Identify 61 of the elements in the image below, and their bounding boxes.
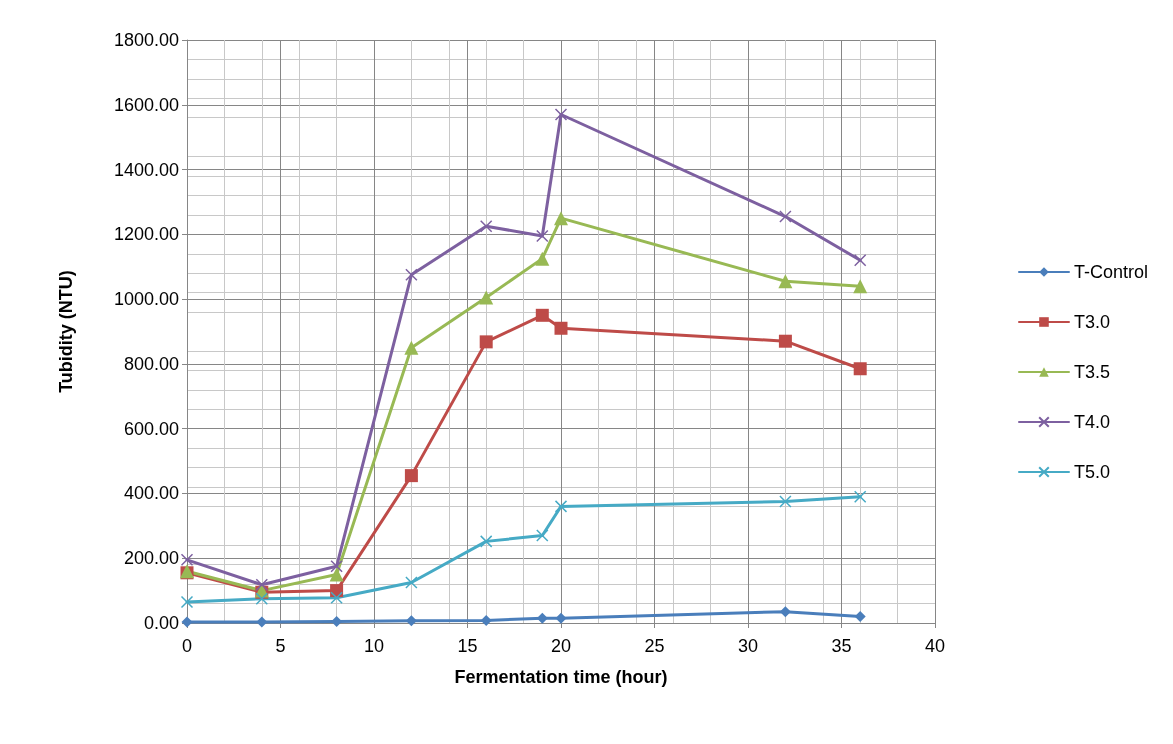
x-tick-label: 20 <box>550 636 572 656</box>
point <box>180 595 194 609</box>
point <box>554 321 568 335</box>
legend-label: T5.0 <box>1073 462 1111 482</box>
point <box>255 592 269 605</box>
point <box>554 108 568 121</box>
y-axis-title: Tubidity (NTU) <box>56 270 76 393</box>
point <box>180 553 194 567</box>
point <box>778 274 793 289</box>
point <box>479 290 494 305</box>
x-tick-label: 15 <box>457 636 478 656</box>
point <box>535 308 549 322</box>
point <box>853 253 867 267</box>
x-tick-label: 5 <box>275 636 286 656</box>
point <box>536 529 549 542</box>
point <box>479 535 493 548</box>
point <box>405 576 418 589</box>
y-tick-label: 1000.00 <box>113 289 179 310</box>
point <box>554 211 568 226</box>
point <box>555 612 567 624</box>
y-tick-label: 1800.00 <box>113 30 179 50</box>
point <box>479 335 493 349</box>
x-tick-label: 30 <box>737 636 759 656</box>
point <box>536 229 549 243</box>
point <box>779 495 792 508</box>
point <box>405 268 418 282</box>
point <box>404 469 418 483</box>
y-tick-label: 800.00 <box>123 353 179 374</box>
legend-label: T3.5 <box>1073 362 1111 382</box>
legend-label: T4.0 <box>1073 412 1111 432</box>
y-tick-label: 200.00 <box>123 548 179 569</box>
point <box>181 616 193 628</box>
y-tick-label: 1600.00 <box>113 94 179 115</box>
point <box>330 591 343 604</box>
point <box>255 578 269 592</box>
y-tick-label: 1200.00 <box>113 224 179 245</box>
y-tick-label: 1400.00 <box>113 159 179 180</box>
point <box>853 362 867 376</box>
x-tick-label: 40 <box>924 636 946 656</box>
x-tick-label: 0 <box>181 636 193 656</box>
x-axis-title: Fermentation time (hour) <box>454 667 668 687</box>
point <box>854 611 866 623</box>
y-tick-label: 0.00 <box>143 613 179 633</box>
x-tick-label: 25 <box>644 636 665 656</box>
point <box>330 560 343 573</box>
point <box>480 614 492 626</box>
point <box>778 334 792 348</box>
point <box>779 210 792 223</box>
point <box>404 340 419 355</box>
point <box>853 490 867 503</box>
x-tick-label: 35 <box>831 636 852 656</box>
legend-label: T-Control <box>1073 262 1149 282</box>
point <box>329 567 344 582</box>
point <box>535 251 550 266</box>
point <box>479 219 493 233</box>
y-tick-label: 400.00 <box>123 483 179 504</box>
point <box>554 500 568 513</box>
point <box>853 279 868 294</box>
legend-label: T3.0 <box>1073 312 1111 332</box>
y-tick-label: 600.00 <box>123 418 179 439</box>
x-tick-label: 10 <box>363 636 385 656</box>
